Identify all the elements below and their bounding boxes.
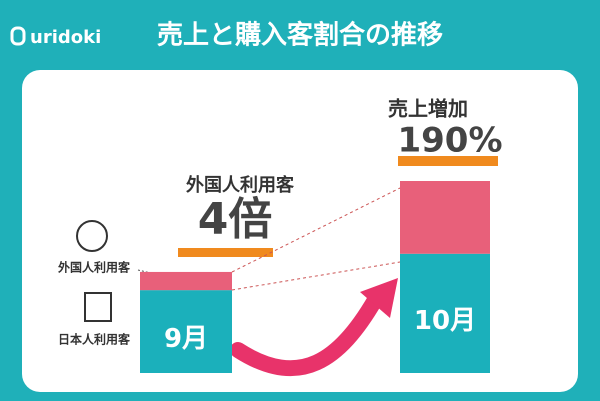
annotation-value: 190%	[397, 121, 502, 161]
underline	[398, 156, 498, 166]
connector	[231, 187, 401, 273]
bag-icon	[84, 292, 112, 322]
underline	[178, 248, 273, 257]
growth-arrow	[230, 292, 383, 377]
logo: uridoki	[30, 27, 101, 48]
bar-segment	[140, 290, 232, 373]
series-label: 日本人利用客	[58, 332, 131, 347]
logo-icon	[10, 26, 26, 46]
chart-title: 売上と購入客割合の推移	[157, 20, 443, 51]
annotation-value: 4倍	[198, 194, 273, 245]
category-label: 9月	[164, 324, 208, 354]
bar-segment	[400, 253, 490, 373]
annotation-title: 外国人利用客	[186, 174, 295, 196]
bar-segment	[400, 181, 490, 254]
globe-icon	[76, 220, 108, 252]
connector	[231, 261, 401, 291]
category-label: 10月	[414, 306, 476, 336]
arrow-head	[360, 278, 398, 318]
bar-segment	[140, 271, 232, 291]
annotation-title: 売上増加	[388, 97, 468, 121]
series-label: 外国人利用客	[58, 260, 131, 275]
